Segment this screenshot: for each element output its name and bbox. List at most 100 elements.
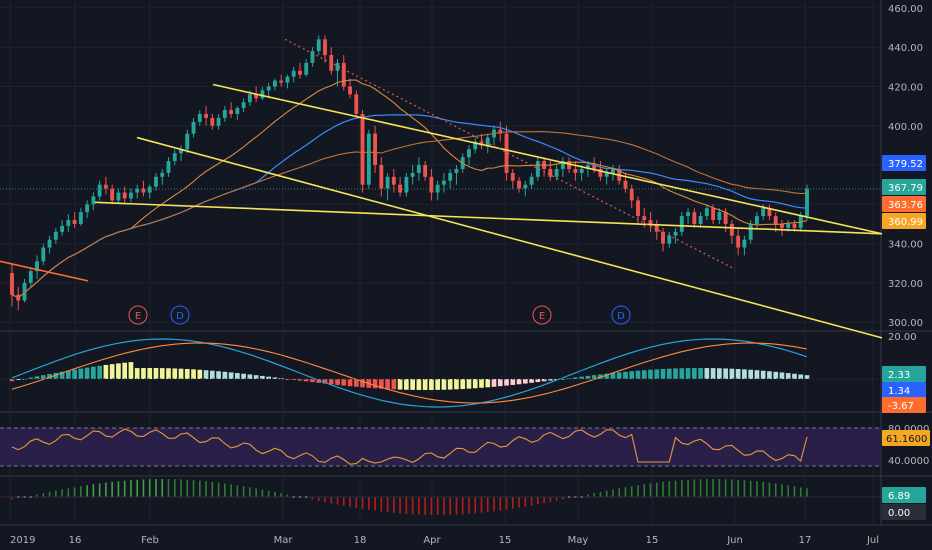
- macd-pane[interactable]: [0, 338, 880, 408]
- candle: [598, 168, 603, 177]
- oscillator-bar: [86, 485, 88, 497]
- macd-histogram-bar: [604, 373, 610, 379]
- price-axis[interactable]: 460.00440.00420.00400.00380.00360.00340.…: [882, 4, 930, 520]
- oscillator-badge-label: 6.89: [888, 491, 910, 502]
- candle: [554, 168, 559, 177]
- candle: [585, 165, 590, 169]
- oscillator-bar: [324, 497, 326, 503]
- price-badge-label: 379.52: [888, 159, 923, 170]
- event-marker-label: D: [176, 311, 184, 322]
- oscillator-bar: [712, 479, 714, 497]
- rsi-tick-label: 80.0000: [888, 424, 929, 435]
- macd-histogram-bar: [491, 379, 497, 387]
- candle: [648, 220, 653, 224]
- time-axis[interactable]: 2019 16 Feb Mar 18 Apr 15 May 15 Jun 17 Jul: [10, 535, 879, 546]
- oscillator-bar: [405, 497, 408, 514]
- candle: [166, 161, 171, 173]
- macd-histogram-bar: [723, 368, 728, 379]
- oscillator-badge: [882, 487, 926, 503]
- oscillator-bar: [48, 491, 51, 497]
- oscillator-bar: [555, 497, 558, 501]
- candle: [667, 235, 672, 244]
- candle: [279, 80, 284, 83]
- oscillator-bar: [799, 487, 802, 497]
- macd-histogram-bar: [91, 366, 96, 379]
- macd-histogram-bar: [573, 377, 578, 379]
- price-tick-label: 460.00: [888, 4, 923, 15]
- oscillator-bar: [493, 497, 495, 512]
- candle: [260, 90, 265, 99]
- oscillator-bar: [411, 497, 414, 515]
- macd-histogram-bar: [353, 379, 359, 387]
- oscillator-bar: [443, 497, 445, 515]
- oscillator-bar: [349, 497, 351, 507]
- oscillator-bar: [731, 479, 733, 497]
- rsi-pane[interactable]: [0, 427, 880, 467]
- oscillator-bar: [806, 488, 808, 497]
- oscillator-bar: [36, 494, 38, 497]
- macd-histogram-bar: [84, 367, 90, 379]
- candle: [28, 271, 33, 283]
- oscillator-bar: [355, 497, 358, 508]
- macd-histogram-bar: [65, 370, 71, 379]
- oscillator-bar: [274, 491, 276, 497]
- macd-histogram-bar: [685, 368, 691, 379]
- macd-histogram-bar: [798, 374, 804, 379]
- candle: [711, 208, 716, 221]
- candle: [692, 212, 697, 224]
- candle: [110, 188, 115, 201]
- price-badge: [882, 196, 926, 212]
- oscillator-bar: [61, 489, 63, 497]
- macd-histogram-bar: [422, 379, 428, 390]
- macd-histogram-bar: [504, 379, 509, 386]
- candle: [592, 165, 597, 169]
- time-tick-label: Feb: [141, 535, 159, 546]
- candle: [335, 62, 340, 71]
- oscillator-bar: [486, 497, 489, 513]
- macd-histogram-bar: [122, 362, 128, 379]
- oscillator-bar: [681, 480, 683, 497]
- oscillator-bar: [67, 488, 70, 497]
- macd-histogram-bar: [579, 376, 584, 379]
- moving-average-dark-orange: [11, 131, 808, 299]
- time-tick-label: Apr: [423, 535, 441, 546]
- candle: [792, 223, 797, 228]
- candle: [235, 108, 240, 114]
- signal-line: [11, 342, 808, 404]
- trendline: [136, 136, 883, 339]
- candle: [360, 113, 365, 185]
- macd-histogram-bar: [585, 375, 591, 379]
- oscillator-bar: [261, 489, 264, 497]
- macd-histogram-bar: [15, 379, 21, 380]
- trendline: [212, 83, 883, 235]
- oscillator-bar: [630, 486, 633, 497]
- candle: [736, 235, 741, 248]
- candle: [485, 137, 490, 146]
- macd-badge-label: -3.67: [888, 401, 914, 412]
- macd-histogram-bar: [97, 365, 102, 379]
- macd-histogram-bar: [773, 371, 779, 379]
- macd-histogram-bar: [704, 368, 710, 379]
- macd-histogram-bar: [241, 373, 246, 379]
- macd-histogram-bar: [209, 370, 215, 379]
- oscillator-pane[interactable]: [0, 479, 880, 515]
- oscillator-bar: [374, 497, 376, 511]
- macd-histogram-bar: [666, 368, 672, 379]
- candle: [179, 149, 183, 154]
- macd-histogram-bar: [466, 379, 472, 389]
- macd-histogram-bar: [629, 371, 635, 379]
- macd-histogram-bar: [729, 368, 735, 379]
- oscillator-bar: [605, 490, 608, 497]
- macd-histogram-bar: [141, 368, 146, 379]
- macd-histogram-bar: [591, 375, 597, 379]
- macd-histogram-bar: [9, 379, 15, 382]
- price-badge: [882, 179, 926, 195]
- macd-histogram-bar: [166, 368, 171, 379]
- trendline: [94, 201, 883, 235]
- oscillator-bar: [562, 497, 564, 500]
- macd-histogram-bar: [429, 379, 434, 390]
- candle: [523, 184, 528, 189]
